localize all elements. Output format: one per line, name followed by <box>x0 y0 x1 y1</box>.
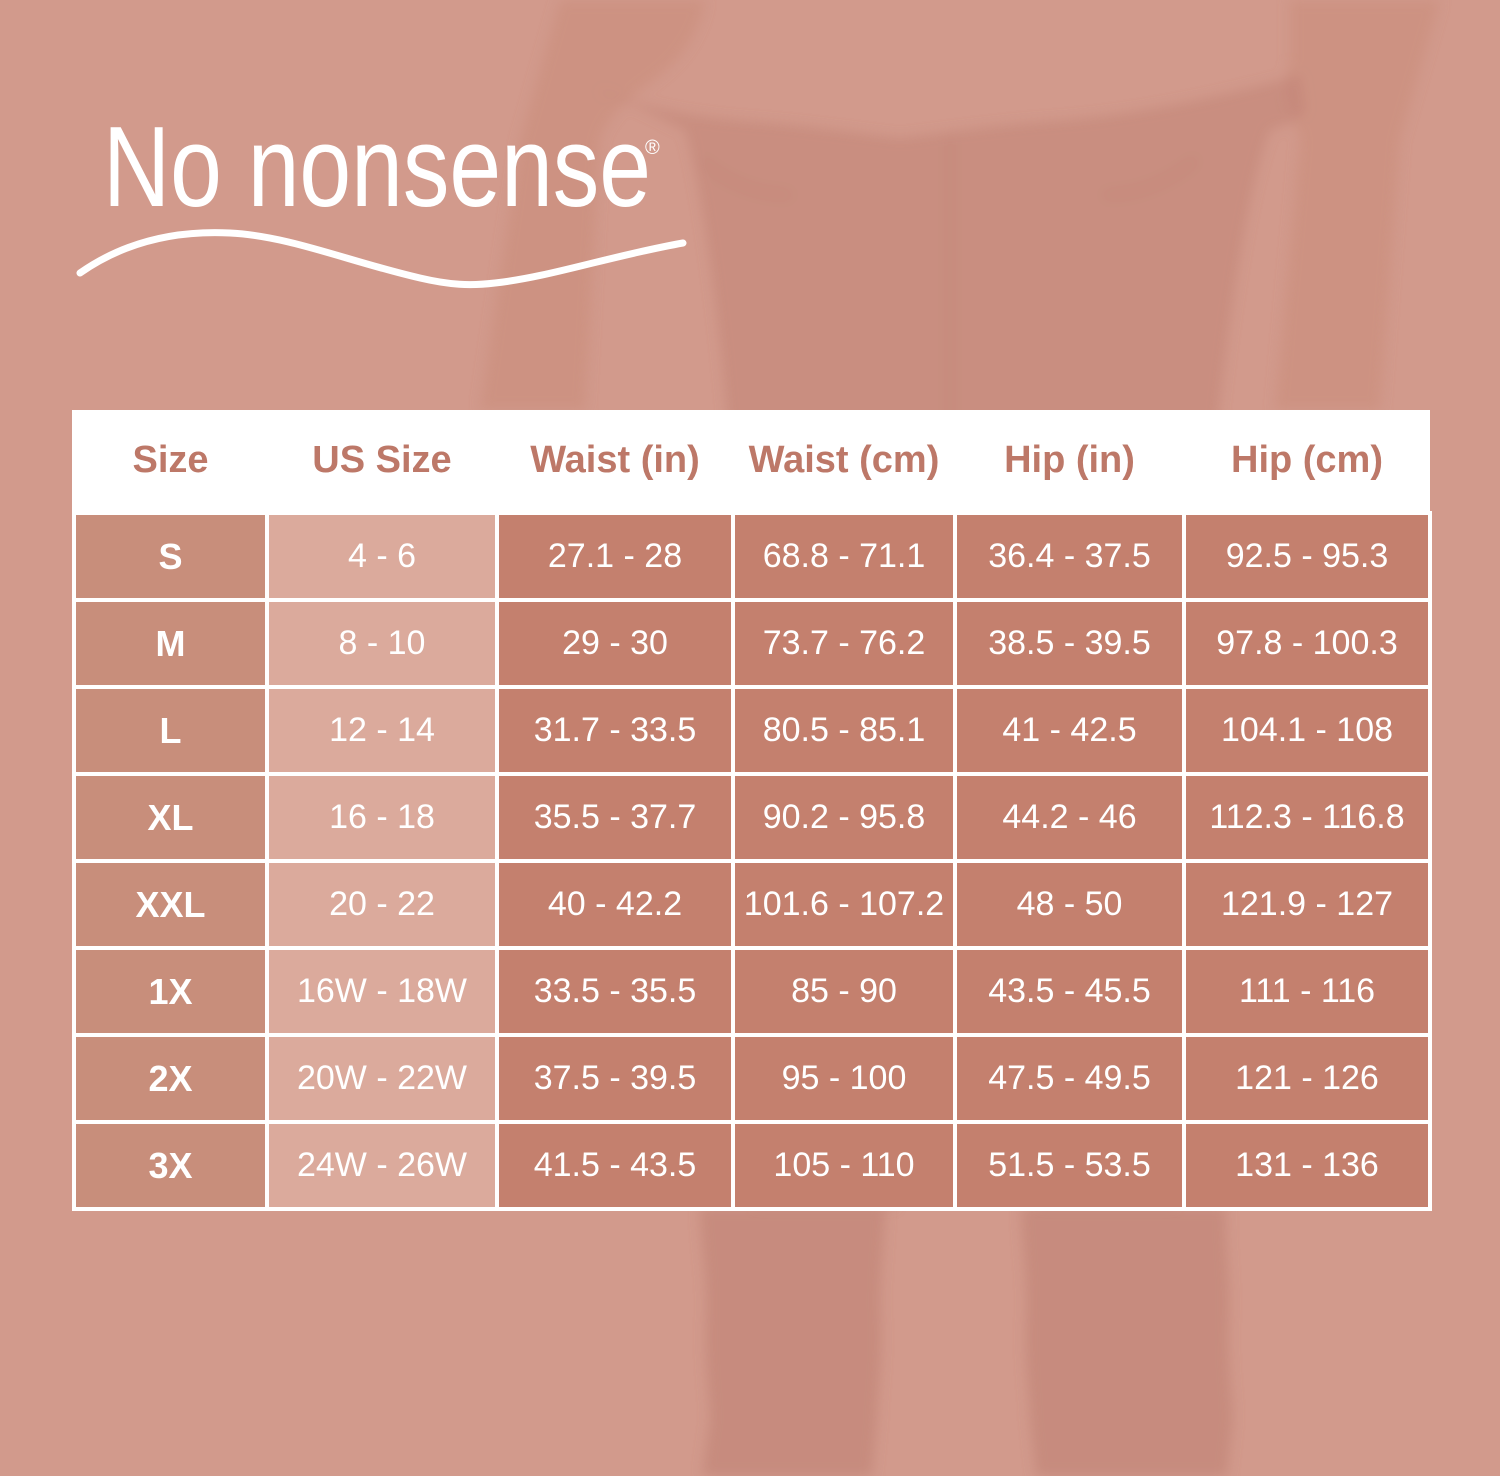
svg-text:No nonsense: No nonsense <box>103 104 651 231</box>
svg-text:®: ® <box>645 137 660 159</box>
